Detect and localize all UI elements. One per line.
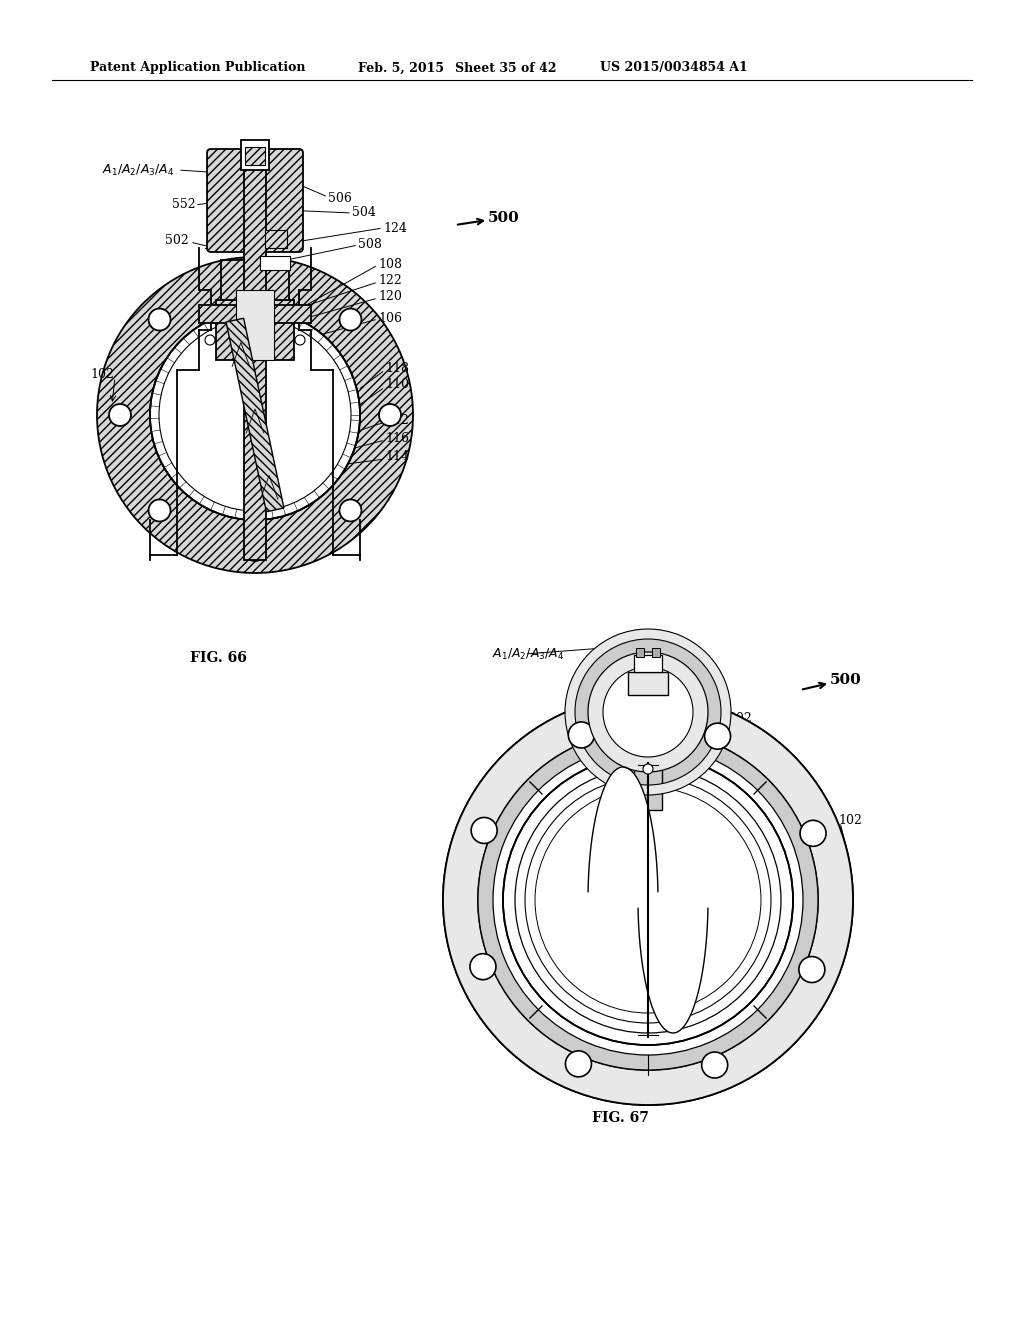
Circle shape [150,310,360,520]
Bar [245,147,265,165]
Text: 124: 124 [383,222,407,235]
Circle shape [205,335,215,345]
Text: 500: 500 [488,211,520,224]
Circle shape [443,696,853,1105]
Circle shape [379,404,401,426]
Text: 552: 552 [580,664,603,676]
Text: 114: 114 [385,450,409,463]
FancyBboxPatch shape [207,149,303,252]
Text: 112: 112 [385,413,409,426]
Text: 118: 118 [385,362,409,375]
Circle shape [470,953,496,979]
Circle shape [503,755,793,1045]
Text: FIG. 66: FIG. 66 [189,651,247,665]
Text: $A_1/A_2/A_3/A_4$: $A_1/A_2/A_3/A_4$ [492,647,564,661]
Text: 506: 506 [328,191,352,205]
Bar [260,256,290,271]
Bar [216,300,294,360]
Text: 102: 102 [838,813,862,826]
Bar [634,655,662,672]
Text: 122: 122 [378,273,401,286]
Text: $A_1/A_2/A_3/A_4$: $A_1/A_2/A_3/A_4$ [102,162,174,178]
Circle shape [471,817,497,843]
Circle shape [244,539,266,561]
Circle shape [244,269,266,290]
Circle shape [340,499,361,521]
Text: 108: 108 [378,259,402,272]
Bar [265,230,287,248]
Polygon shape [226,318,284,512]
Bar [236,290,274,360]
Circle shape [799,957,825,982]
Circle shape [340,309,361,330]
Circle shape [565,1051,592,1077]
Bar [241,140,269,170]
Text: Sheet 35 of 42: Sheet 35 of 42 [455,62,556,74]
Circle shape [800,820,826,846]
Circle shape [603,667,693,756]
Text: 106: 106 [378,312,402,325]
Text: US 2015/0034854 A1: US 2015/0034854 A1 [600,62,748,74]
Circle shape [573,638,723,787]
Bar [652,648,660,657]
Circle shape [148,309,171,330]
Bar [221,260,289,300]
Text: $A_5/A_6/A_7$: $A_5/A_6/A_7$ [652,1055,706,1069]
Text: 500: 500 [830,673,862,686]
Circle shape [295,335,305,345]
Text: 502: 502 [728,711,752,725]
Circle shape [148,499,171,521]
Text: 102: 102 [90,368,114,381]
Text: 552: 552 [172,198,196,211]
Text: FIG. 67: FIG. 67 [592,1111,648,1125]
Text: 116: 116 [385,432,409,445]
Circle shape [588,652,708,772]
Circle shape [643,764,653,774]
Bar [199,305,311,323]
Text: 504: 504 [352,206,376,219]
Bar [244,165,266,560]
Text: 110: 110 [385,379,409,392]
Text: 120: 120 [378,290,401,304]
Circle shape [109,404,131,426]
Text: 508: 508 [358,239,382,252]
Text: 502: 502 [165,234,188,247]
Text: Feb. 5, 2015: Feb. 5, 2015 [358,62,444,74]
Circle shape [705,723,730,750]
Circle shape [701,1052,728,1078]
Text: Patent Application Publication: Patent Application Publication [90,62,305,74]
Bar [628,672,668,696]
Bar [636,648,644,657]
Bar [634,755,662,810]
Circle shape [568,722,594,748]
